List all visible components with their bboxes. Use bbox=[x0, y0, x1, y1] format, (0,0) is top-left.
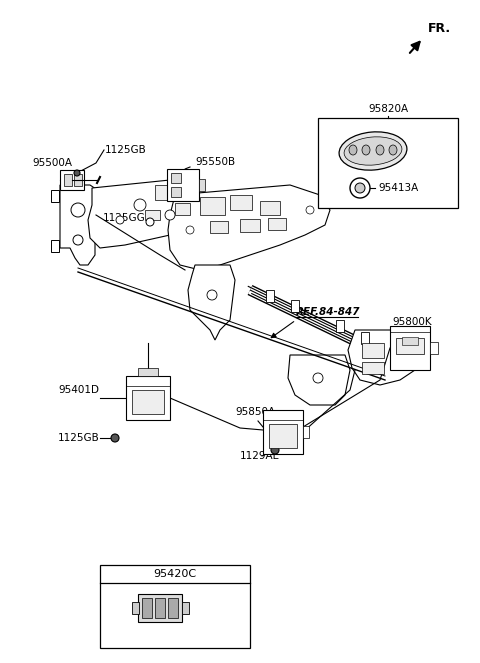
Circle shape bbox=[350, 178, 370, 198]
Bar bbox=[51, 190, 59, 202]
Circle shape bbox=[186, 226, 194, 234]
Bar bbox=[132, 602, 139, 614]
Circle shape bbox=[116, 216, 124, 224]
Text: 95413A: 95413A bbox=[378, 183, 418, 193]
Text: FR.: FR. bbox=[428, 22, 451, 35]
Ellipse shape bbox=[344, 137, 402, 165]
Bar bbox=[168, 598, 178, 618]
Text: 1125GB: 1125GB bbox=[105, 145, 147, 155]
Polygon shape bbox=[88, 180, 205, 248]
Circle shape bbox=[271, 446, 279, 454]
Bar bbox=[74, 174, 82, 186]
Text: 1125GG: 1125GG bbox=[103, 213, 146, 223]
Bar bbox=[155, 598, 165, 618]
Circle shape bbox=[74, 170, 80, 176]
Bar bbox=[361, 332, 369, 344]
Bar bbox=[390, 326, 430, 370]
Circle shape bbox=[165, 210, 175, 220]
Bar bbox=[155, 185, 175, 200]
Bar bbox=[430, 342, 438, 354]
Circle shape bbox=[313, 373, 323, 383]
Bar bbox=[336, 320, 344, 332]
Bar bbox=[200, 197, 225, 215]
Bar bbox=[402, 337, 418, 345]
Ellipse shape bbox=[349, 145, 357, 155]
Circle shape bbox=[146, 218, 154, 226]
Text: 95500A: 95500A bbox=[32, 158, 72, 168]
Bar bbox=[182, 602, 189, 614]
Text: 95850A: 95850A bbox=[235, 407, 275, 417]
Polygon shape bbox=[288, 355, 350, 405]
Ellipse shape bbox=[362, 145, 370, 155]
Bar bbox=[240, 219, 260, 232]
Text: REF.84-847: REF.84-847 bbox=[296, 307, 360, 317]
Bar bbox=[126, 376, 170, 420]
Bar bbox=[362, 343, 384, 358]
Bar bbox=[210, 221, 228, 233]
Bar bbox=[167, 169, 199, 201]
Circle shape bbox=[111, 434, 119, 442]
Bar bbox=[303, 426, 309, 438]
Ellipse shape bbox=[339, 132, 407, 170]
Bar bbox=[263, 410, 303, 454]
Bar bbox=[132, 390, 164, 414]
Bar bbox=[60, 170, 84, 190]
Circle shape bbox=[73, 235, 83, 245]
Bar bbox=[64, 174, 72, 186]
Ellipse shape bbox=[389, 145, 397, 155]
Circle shape bbox=[306, 206, 314, 214]
Bar bbox=[230, 195, 252, 210]
Polygon shape bbox=[168, 185, 330, 270]
Polygon shape bbox=[188, 265, 235, 340]
Text: 95820A: 95820A bbox=[368, 104, 408, 114]
Bar bbox=[175, 203, 190, 215]
Polygon shape bbox=[348, 330, 420, 385]
Bar bbox=[171, 187, 181, 197]
Bar bbox=[269, 424, 297, 448]
Text: 95401D: 95401D bbox=[58, 385, 99, 395]
Bar bbox=[51, 240, 59, 252]
Circle shape bbox=[71, 203, 85, 217]
Bar bbox=[100, 565, 250, 648]
Bar bbox=[318, 118, 458, 208]
Circle shape bbox=[207, 290, 217, 300]
Bar bbox=[138, 368, 158, 376]
Bar bbox=[260, 201, 280, 215]
Bar bbox=[266, 290, 274, 302]
Text: 1129AE: 1129AE bbox=[240, 451, 280, 461]
Ellipse shape bbox=[376, 145, 384, 155]
Bar bbox=[268, 218, 286, 230]
Circle shape bbox=[134, 199, 146, 211]
Text: 1125GB: 1125GB bbox=[58, 433, 100, 443]
Text: 95550B: 95550B bbox=[195, 157, 235, 167]
Bar bbox=[142, 598, 152, 618]
Circle shape bbox=[355, 183, 365, 193]
Bar bbox=[199, 179, 205, 191]
Text: 95420C: 95420C bbox=[154, 569, 197, 579]
Polygon shape bbox=[60, 185, 110, 265]
Text: 95800K: 95800K bbox=[392, 317, 432, 327]
Bar bbox=[145, 210, 160, 220]
Bar bbox=[171, 173, 181, 183]
Bar bbox=[291, 300, 299, 312]
Bar bbox=[138, 594, 182, 622]
Bar bbox=[362, 362, 384, 374]
Bar bbox=[396, 338, 424, 354]
